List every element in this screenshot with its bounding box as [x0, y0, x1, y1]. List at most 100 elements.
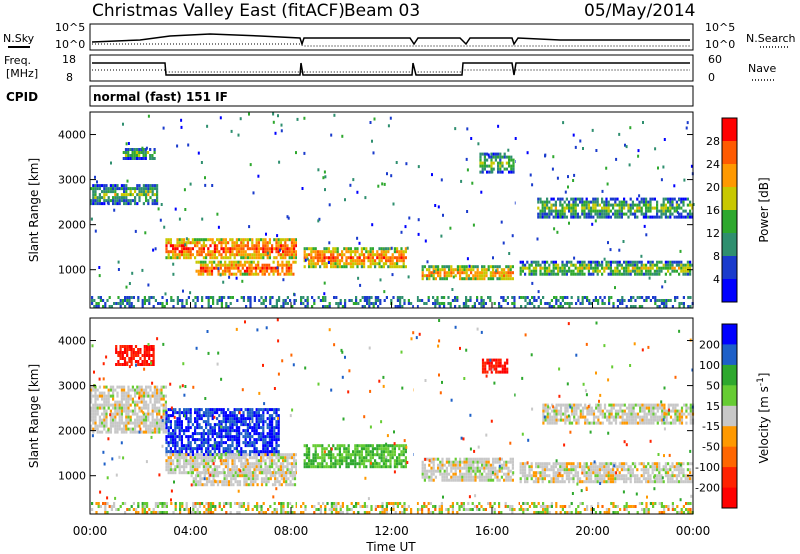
power-cell — [548, 263, 551, 267]
velocity-cell — [244, 438, 247, 442]
velocity-cell — [167, 459, 170, 463]
velocity-cell — [289, 471, 292, 475]
power-cell — [361, 305, 364, 308]
power-cell — [658, 215, 661, 219]
power-cell — [153, 151, 156, 154]
power-cell — [212, 302, 215, 305]
velocity-cell — [114, 427, 117, 431]
power-cell — [345, 259, 348, 263]
power-cell — [612, 206, 615, 210]
power-cell — [262, 253, 265, 257]
power-cell — [295, 238, 298, 242]
power-cell — [345, 256, 348, 260]
velocity-cell — [400, 465, 403, 469]
velocity-cell — [363, 462, 366, 466]
velocity-cell — [481, 466, 484, 470]
power-cell — [654, 147, 657, 151]
velocity-cell — [448, 478, 451, 482]
power-cell — [90, 187, 93, 191]
power-cell — [124, 296, 127, 299]
power-cell — [404, 247, 407, 251]
power-cell — [607, 212, 610, 216]
velocity-cell — [210, 483, 213, 487]
power-cell — [273, 247, 276, 251]
velocity-cell — [265, 477, 268, 481]
velocity-cell — [253, 453, 256, 457]
velocity-cell — [242, 420, 245, 424]
velocity-cell — [230, 474, 233, 478]
power-cell — [463, 277, 466, 281]
velocity-cell — [231, 417, 234, 421]
velocity-cell — [245, 483, 248, 487]
velocity-cell — [198, 417, 201, 421]
power-cell — [333, 113, 336, 117]
velocity-cell — [197, 480, 200, 484]
power-cell — [169, 241, 172, 245]
power-cell — [293, 293, 296, 297]
power-cell — [149, 190, 152, 194]
velocity-cell — [336, 447, 339, 451]
velocity-cell — [521, 462, 524, 466]
power-cell — [574, 209, 577, 213]
power-cell — [590, 302, 593, 305]
power-cell — [581, 203, 584, 207]
velocity-cell — [145, 418, 148, 422]
power-cell — [686, 263, 689, 267]
velocity-cell — [119, 348, 122, 351]
power-cell — [96, 202, 99, 206]
velocity-cell — [148, 351, 151, 354]
velocity-cell — [149, 421, 152, 425]
power-cell — [623, 266, 626, 270]
velocity-cell — [252, 471, 255, 475]
velocity-cell — [330, 450, 333, 454]
velocity-cell — [153, 430, 156, 434]
velocity-cell — [191, 471, 194, 475]
velocity-cell — [127, 421, 130, 425]
velocity-cell — [371, 450, 374, 454]
velocity-cell — [352, 459, 355, 463]
power-cell — [126, 296, 129, 299]
velocity-cell — [216, 465, 219, 469]
power-cell — [222, 247, 225, 251]
velocity-cell — [282, 459, 285, 463]
power-cell — [503, 271, 506, 275]
velocity-cell — [334, 465, 337, 469]
velocity-cell — [92, 409, 95, 413]
power-cell — [266, 253, 269, 257]
power-cell — [498, 274, 501, 278]
power-cell — [647, 206, 650, 210]
velocity-cell — [162, 412, 165, 416]
velocity-cell — [268, 465, 271, 469]
power-cell — [141, 305, 144, 308]
velocity-cell — [167, 414, 170, 418]
velocity-cell — [209, 429, 212, 433]
velocity-cell — [233, 465, 236, 469]
velocity-cell — [285, 474, 288, 478]
velocity-cell — [497, 370, 500, 374]
power-cell — [391, 262, 394, 266]
power-cell — [338, 253, 341, 257]
velocity-cell — [266, 417, 269, 421]
power-cell — [601, 200, 604, 204]
velocity-cell — [147, 427, 150, 431]
power-cell — [680, 269, 683, 273]
velocity-cell — [253, 462, 256, 466]
velocity-cell — [178, 432, 181, 436]
velocity-cell — [105, 415, 108, 419]
power-cell — [658, 272, 661, 276]
power-cell — [205, 244, 208, 248]
power-cell — [213, 253, 216, 257]
velocity-cell — [233, 423, 236, 427]
velocity-cell — [197, 483, 200, 487]
velocity-cell — [116, 424, 119, 428]
power-cell — [207, 302, 210, 305]
velocity-cell — [153, 421, 156, 425]
velocity-cell — [229, 423, 232, 427]
velocity-cell — [277, 414, 280, 418]
velocity-cell — [222, 447, 225, 451]
power-cell — [142, 190, 145, 194]
power-cell — [483, 152, 486, 156]
power-cell — [614, 200, 617, 204]
power-cell — [408, 216, 411, 220]
velocity-cell — [114, 409, 117, 413]
